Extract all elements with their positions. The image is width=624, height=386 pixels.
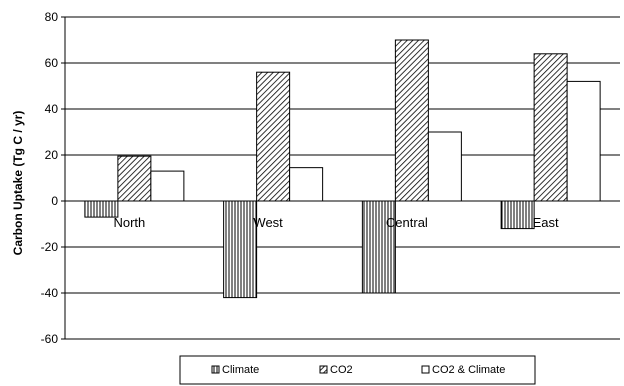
y-tick-label: -60 [41, 332, 59, 346]
category-label: Central [386, 215, 428, 230]
bar-central-co2-climate [427, 131, 462, 202]
bar-central-co2 [394, 39, 429, 202]
legend: Climate CO2 CO2 & Climate [179, 355, 536, 385]
axes [64, 17, 620, 339]
legend-box [179, 355, 536, 385]
y-axis-ticks: -60 -40 -20 0 20 40 60 80 [41, 10, 65, 346]
category-label: North [113, 215, 145, 230]
bar-west-climate [223, 200, 258, 299]
legend-swatch [421, 365, 430, 374]
legend-swatch [319, 365, 328, 374]
legend-label: CO2 & Climate [432, 364, 505, 376]
y-tick-label: 0 [51, 194, 58, 208]
y-tick-label: 20 [45, 148, 59, 162]
bar-north-co2 [117, 155, 152, 202]
category-labels: North West Central East [113, 215, 559, 230]
legend-swatch [211, 365, 220, 374]
category-label: West [253, 215, 283, 230]
bar-west-co2 [256, 71, 291, 202]
bar-west-co2-climate [289, 167, 324, 202]
legend-label: Climate [222, 364, 259, 376]
y-tick-label: 60 [45, 56, 59, 70]
y-tick-label: -40 [41, 286, 59, 300]
bar-north-co2-climate [150, 170, 185, 202]
y-tick-label: -20 [41, 240, 59, 254]
y-tick-label: 80 [45, 10, 59, 24]
legend-label: CO2 [330, 364, 353, 376]
bars [84, 39, 601, 299]
bar-east-co2 [533, 53, 568, 202]
bar-east-co2-climate [566, 80, 601, 202]
y-axis-label: Carbon Uptake (Tg C / yr) [11, 111, 25, 256]
bar-east-climate [500, 200, 535, 230]
y-tick-label: 40 [45, 102, 59, 116]
category-label: East [533, 215, 559, 230]
